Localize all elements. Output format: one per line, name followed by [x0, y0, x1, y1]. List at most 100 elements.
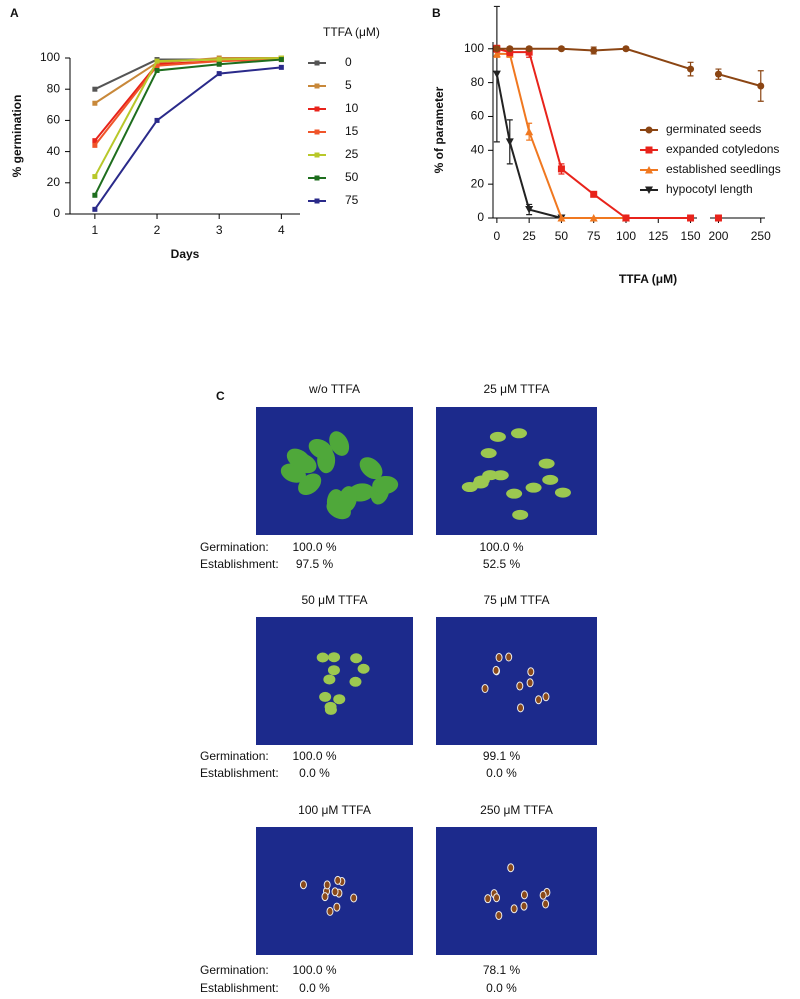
image-title: 75 μM TTFA — [483, 593, 549, 607]
seed — [493, 893, 501, 903]
seedling — [473, 475, 490, 486]
x-tick-label: 25 — [522, 229, 536, 243]
marker — [687, 65, 695, 73]
marker — [154, 67, 160, 73]
seed — [542, 899, 550, 909]
establishment-value: 0.0 % — [299, 766, 330, 780]
seed — [542, 692, 550, 702]
marker — [645, 126, 653, 134]
seed — [331, 887, 339, 897]
seed — [495, 910, 503, 920]
seedling — [461, 482, 478, 493]
marker — [216, 71, 222, 77]
x-tick-label: 200 — [708, 229, 728, 243]
marker — [589, 214, 598, 222]
seed — [323, 880, 331, 890]
seedling — [319, 691, 332, 702]
seed — [350, 893, 358, 903]
seed — [539, 890, 547, 900]
marker — [622, 45, 630, 53]
germination-label: Germination: — [200, 749, 269, 763]
series-line — [496, 52, 626, 219]
y-tick-label: 40 — [471, 142, 485, 156]
legend-marker — [314, 83, 320, 89]
marker — [757, 82, 765, 90]
series-line — [93, 57, 282, 178]
legend-label: 0 — [345, 55, 352, 69]
seed — [507, 863, 515, 873]
seed — [535, 695, 543, 705]
image-title: w/o TTFA — [308, 382, 360, 396]
x-axis-label: Days — [171, 247, 200, 261]
seedling — [372, 475, 399, 495]
establishment-value: 97.5 % — [296, 557, 334, 571]
seed — [495, 653, 503, 663]
seedling — [329, 431, 350, 456]
photo — [436, 617, 597, 745]
legend-label: expanded cotyledons — [666, 142, 779, 156]
x-tick-label: 0 — [494, 229, 501, 243]
marker — [590, 190, 598, 198]
panel-label: B — [432, 6, 441, 20]
y-tick-label: 0 — [477, 210, 484, 224]
seedling — [292, 453, 317, 474]
seedling — [489, 431, 506, 442]
seed — [484, 894, 492, 904]
germination-value: 100.0 % — [479, 540, 523, 554]
marker — [506, 45, 514, 53]
y-axis-label: % of parameter — [432, 86, 446, 173]
seedling — [492, 470, 509, 481]
germination-value: 78.1 % — [483, 963, 521, 977]
germination-value: 100.0 % — [292, 963, 336, 977]
seedling — [525, 482, 542, 493]
seedling — [338, 486, 357, 512]
germination-value: 99.1 % — [483, 749, 521, 763]
seedling — [510, 428, 527, 439]
marker — [557, 214, 566, 222]
seedling — [308, 438, 333, 460]
x-tick-label: 125 — [648, 229, 668, 243]
marker — [278, 64, 284, 70]
y-tick-label: 100 — [464, 41, 484, 55]
establishment-value: 0.0 % — [299, 981, 330, 995]
marker — [525, 45, 533, 53]
legend-marker — [314, 175, 320, 181]
seedling — [316, 652, 329, 663]
y-tick-label: 20 — [471, 176, 485, 190]
y-tick-label: 80 — [47, 81, 61, 95]
marker — [92, 142, 98, 148]
marker — [278, 57, 284, 63]
legend-marker — [314, 106, 320, 112]
seedling — [512, 509, 529, 520]
marker — [687, 214, 695, 222]
seed — [334, 875, 342, 885]
panel-label: A — [10, 6, 19, 20]
y-tick-label: 20 — [47, 175, 61, 189]
seedling — [324, 704, 337, 715]
establishment-value: 0.0 % — [486, 766, 517, 780]
germination-label: Germination: — [200, 540, 269, 554]
germination-value: 100.0 % — [292, 540, 336, 554]
marker — [492, 70, 501, 79]
panel-label: C — [216, 389, 225, 403]
legend-label: 15 — [345, 124, 359, 138]
legend-label: hypocotyl length — [666, 182, 753, 196]
series-line — [93, 58, 282, 196]
seed — [527, 667, 535, 677]
establishment-label: Establishment: — [200, 557, 279, 571]
legend-label: 5 — [345, 78, 352, 92]
legend-marker — [314, 152, 320, 158]
seedling — [359, 457, 383, 480]
marker — [92, 138, 98, 144]
x-tick-label: 1 — [92, 223, 99, 237]
marker — [525, 127, 534, 136]
seedling — [327, 665, 340, 676]
marker — [714, 70, 722, 78]
legend-label: germinated seeds — [666, 122, 761, 136]
seedling — [333, 694, 346, 705]
series-line — [495, 73, 562, 219]
y-tick-label: 40 — [47, 144, 61, 158]
marker — [154, 63, 160, 69]
legend-marker — [314, 129, 320, 135]
x-tick-label: 3 — [216, 223, 223, 237]
